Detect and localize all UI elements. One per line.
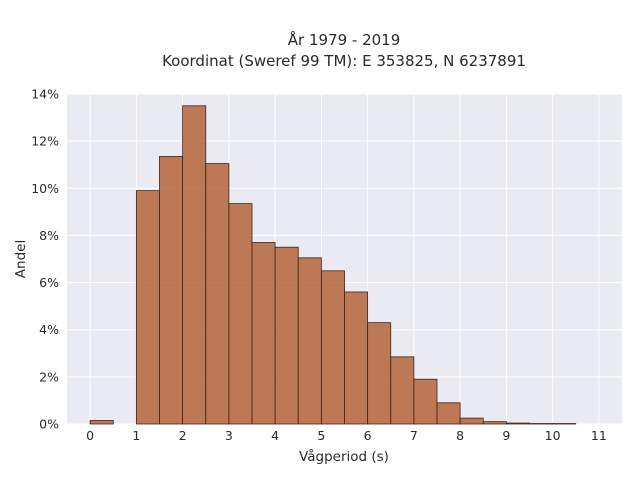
x-tick-label: 9 — [502, 428, 510, 443]
y-tick-label: 0% — [39, 417, 59, 432]
histogram-bar — [297, 257, 322, 425]
x-tick-label: 10 — [545, 428, 561, 443]
bars — [89, 105, 577, 425]
x-tick-label: 5 — [317, 428, 325, 443]
y-tick-label: 2% — [39, 369, 59, 384]
x-tick-label: 3 — [225, 428, 233, 443]
y-tick-labels: 0% 2% 4% 6% 8% 10% 12% 14% — [31, 87, 59, 432]
histogram-bar — [274, 246, 299, 425]
y-tick-label: 4% — [39, 322, 59, 337]
histogram-bar — [182, 105, 207, 425]
histogram-bar — [390, 356, 415, 425]
histogram-bar — [344, 291, 369, 425]
histogram-bar — [159, 156, 184, 425]
histogram-bar — [436, 402, 461, 425]
x-tick-label: 8 — [456, 428, 464, 443]
histogram-bar — [552, 423, 577, 425]
x-tick-label: 2 — [179, 428, 187, 443]
x-tick-label: 6 — [364, 428, 372, 443]
histogram-bar — [251, 242, 276, 425]
y-axis-label: Andel — [13, 240, 29, 278]
y-tick-label: 8% — [39, 228, 59, 243]
x-tick-label: 4 — [271, 428, 279, 443]
histogram-bar — [135, 190, 160, 425]
y-tick-label: 12% — [31, 134, 59, 149]
chart-title-line2: Koordinat (Sweref 99 TM): E 353825, N 62… — [162, 52, 526, 70]
histogram-bar — [320, 270, 345, 425]
histogram-bar — [367, 322, 392, 425]
histogram-bar — [482, 421, 507, 425]
x-tick-label: 11 — [591, 428, 607, 443]
x-tick-label: 7 — [410, 428, 418, 443]
y-tick-label: 10% — [31, 181, 59, 196]
histogram-bar — [529, 423, 554, 425]
histogram-bar — [459, 417, 484, 425]
x-tick-labels: 0 1 2 3 4 5 6 7 8 9 10 11 — [86, 428, 607, 443]
histogram-bar — [413, 378, 438, 425]
x-tick-label: 1 — [132, 428, 140, 443]
histogram-bar — [505, 422, 530, 425]
x-tick-label: 0 — [86, 428, 94, 443]
chart-title-line1: År 1979 - 2019 — [288, 30, 401, 49]
y-tick-label: 14% — [31, 87, 59, 102]
x-axis-label: Vågperiod (s) — [299, 448, 389, 465]
histogram-bar — [205, 163, 230, 425]
histogram-bar — [228, 203, 253, 425]
y-tick-label: 6% — [39, 275, 59, 290]
histogram-bar — [89, 420, 114, 425]
